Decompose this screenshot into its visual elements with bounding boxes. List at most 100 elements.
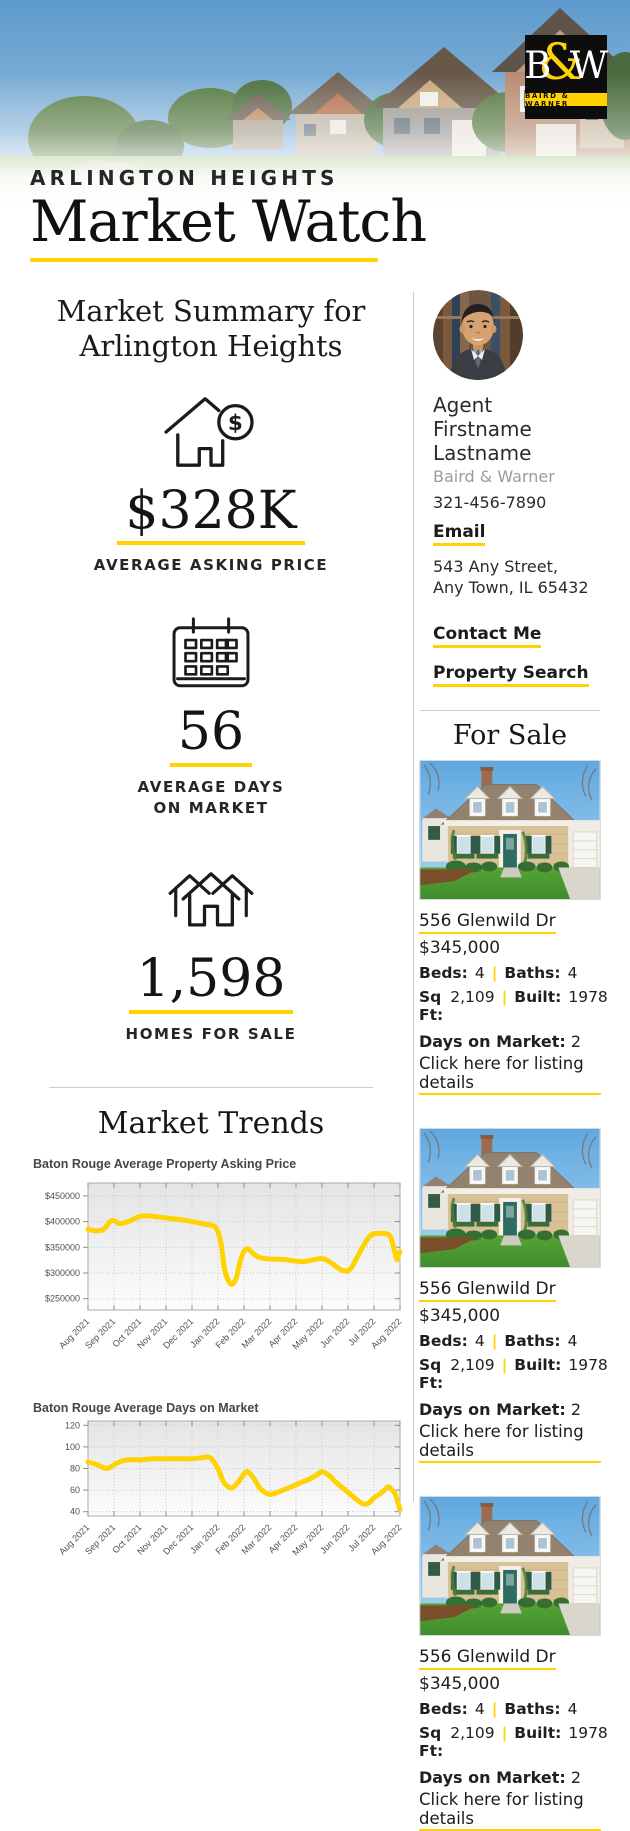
- baths-value: 4: [567, 964, 578, 983]
- listing-address-link[interactable]: 556 Glenwild Dr: [419, 1647, 556, 1671]
- logo-letters: B & W: [524, 37, 608, 93]
- baths-label: Baths:: [504, 1700, 561, 1719]
- built-value: 1978: [568, 988, 608, 1007]
- listing-address-link[interactable]: 556 Glenwild Dr: [419, 911, 556, 935]
- stat-label-days: AVERAGE DAYS ON MARKET: [137, 777, 285, 818]
- pipe-separator: |: [501, 988, 508, 1007]
- svg-text:120: 120: [65, 1421, 80, 1431]
- market-trends-heading: Market Trends: [97, 1106, 325, 1142]
- dom-value: 2: [570, 1400, 582, 1420]
- built-label: Built:: [514, 1724, 562, 1743]
- listing-address-link[interactable]: 556 Glenwild Dr: [419, 1279, 556, 1303]
- dom-label: Days on Market:: [419, 1400, 566, 1420]
- baths-label: Baths:: [504, 1332, 561, 1351]
- homes-icon: [32, 854, 390, 942]
- property-search-link[interactable]: Property Search: [433, 663, 589, 688]
- chart-title-days-on-market: Baton Rouge Average Days on Market: [33, 1401, 259, 1416]
- pipe-separator: |: [501, 1356, 508, 1375]
- page-header: ARLINGTON HEIGHTS Market Watch: [30, 166, 427, 262]
- listing-beds-baths: Beds: 4 | Baths: 4: [419, 964, 601, 982]
- listing-sqft-built: Sq Ft: 2,109 | Built: 1978: [419, 1724, 608, 1761]
- listing-days-on-market: Days on Market: 2: [419, 1768, 601, 1787]
- svg-text:$: $: [228, 411, 243, 436]
- listing-photo[interactable]: [419, 1496, 601, 1637]
- listing-details-link[interactable]: Click here for listing details: [419, 1790, 601, 1831]
- svg-text:100: 100: [65, 1442, 80, 1452]
- logo-wordmark: BAIRD & WARNER: [525, 92, 607, 108]
- listing-details-link[interactable]: Click here for listing details: [419, 1422, 601, 1464]
- listing-card: 556 Glenwild Dr $345,000 Beds: 4 | Baths:…: [419, 760, 608, 1096]
- title-underline: [30, 258, 378, 262]
- listing-days-on-market: Days on Market: 2: [419, 1400, 601, 1419]
- agent-company: Baird & Warner: [433, 467, 555, 486]
- listing-beds-baths: Beds: 4 | Baths: 4: [419, 1332, 601, 1350]
- column-divider: [413, 292, 414, 1502]
- listing-card: 556 Glenwild Dr $345,000 Beds: 4 | Baths:…: [419, 1128, 608, 1464]
- location-eyebrow: ARLINGTON HEIGHTS: [30, 166, 339, 190]
- stat-value-homes: 1,598: [128, 952, 294, 1014]
- listing-details-link[interactable]: Click here for listing details: [419, 1054, 601, 1096]
- agent-column: Agent Firstname Lastname Baird & Warner …: [419, 290, 608, 1831]
- baths-value: 4: [567, 1700, 578, 1719]
- pipe-separator: |: [491, 964, 498, 983]
- svg-text:60: 60: [70, 1485, 80, 1495]
- section-divider: [49, 1087, 373, 1089]
- built-value: 1978: [568, 1724, 608, 1743]
- beds-label: Beds:: [419, 1332, 468, 1351]
- sqft-value: 2,109: [450, 1356, 495, 1375]
- beds-value: 4: [474, 1700, 485, 1719]
- sqft-label: Sq Ft:: [419, 1724, 444, 1761]
- baths-value: 4: [567, 1332, 578, 1351]
- stat-label-homes: HOMES FOR SALE: [125, 1024, 297, 1043]
- logo-letter-b: B: [524, 43, 552, 87]
- built-value: 1978: [568, 1356, 608, 1375]
- chart-title-asking-price: Baton Rouge Average Property Asking Pric…: [33, 1157, 297, 1172]
- listing-card: 556 Glenwild Dr $345,000 Beds: 4 | Baths:…: [419, 1496, 608, 1831]
- listing-sqft-built: Sq Ft: 2,109 | Built: 1978: [419, 988, 608, 1024]
- agent-name: Agent Firstname Lastname: [433, 393, 532, 465]
- agent-avatar: [433, 290, 523, 380]
- pipe-separator: |: [491, 1700, 498, 1719]
- logo-ampersand: &: [538, 33, 583, 91]
- pipe-separator: |: [501, 1724, 508, 1743]
- calendar-icon: [32, 615, 390, 695]
- beds-value: 4: [474, 964, 485, 983]
- hero-neighborhood-photo: B & W BAIRD & WARNER: [0, 0, 630, 210]
- stat-value-price: $328K: [117, 483, 305, 546]
- stat-label-price: AVERAGE ASKING PRICE: [93, 556, 329, 575]
- stat-average-asking-price: $ $328K AVERAGE ASKING PRICE: [32, 390, 390, 577]
- listing-price: $345,000: [419, 1674, 501, 1695]
- sqft-value: 2,109: [450, 988, 495, 1007]
- listing-photo[interactable]: [419, 1128, 601, 1269]
- dom-label: Days on Market:: [419, 1032, 566, 1052]
- svg-text:40: 40: [70, 1507, 80, 1517]
- svg-text:$300000: $300000: [45, 1268, 80, 1278]
- baths-label: Baths:: [504, 964, 561, 983]
- stat-value-days: 56: [169, 705, 253, 767]
- days-on-market-chart: 40 60 80 100 120 Aug 2021 Sep 2021 Oct 2021 Nov …: [32, 1417, 403, 1592]
- listing-photo[interactable]: [419, 760, 601, 901]
- listing-days-on-market: Days on Market: 2: [419, 1032, 601, 1051]
- dom-label: Days on Market:: [419, 1768, 566, 1788]
- stat-average-days: 56 AVERAGE DAYS ON MARKET: [32, 615, 390, 820]
- summary-heading: Market Summary for Arlington Heights: [56, 294, 366, 363]
- contact-me-link[interactable]: Contact Me: [433, 624, 542, 649]
- stat-homes-for-sale: 1,598 HOMES FOR SALE: [32, 854, 390, 1045]
- agent-address: 543 Any Street, Any Town, IL 65432: [433, 557, 589, 598]
- pipe-separator: |: [491, 1332, 498, 1351]
- listing-sqft-built: Sq Ft: 2,109 | Built: 1978: [419, 1356, 608, 1393]
- listing-price: $345,000: [419, 938, 501, 959]
- sqft-label: Sq Ft:: [419, 1356, 444, 1393]
- dom-value: 2: [570, 1768, 582, 1788]
- for-sale-heading: For Sale: [452, 720, 568, 752]
- svg-text:$250000: $250000: [45, 1294, 80, 1304]
- market-summary-column: Market Summary for Arlington Heights $ $…: [32, 290, 403, 1592]
- svg-text:80: 80: [70, 1464, 80, 1474]
- dom-value: 2: [570, 1032, 582, 1052]
- for-sale-divider: [420, 710, 600, 712]
- house-dollar-icon: $: [32, 390, 390, 474]
- email-link[interactable]: Email: [433, 522, 486, 546]
- beds-label: Beds:: [419, 1700, 468, 1719]
- baird-warner-logo[interactable]: B & W BAIRD & WARNER: [524, 35, 608, 119]
- svg-text:$400000: $400000: [45, 1217, 80, 1227]
